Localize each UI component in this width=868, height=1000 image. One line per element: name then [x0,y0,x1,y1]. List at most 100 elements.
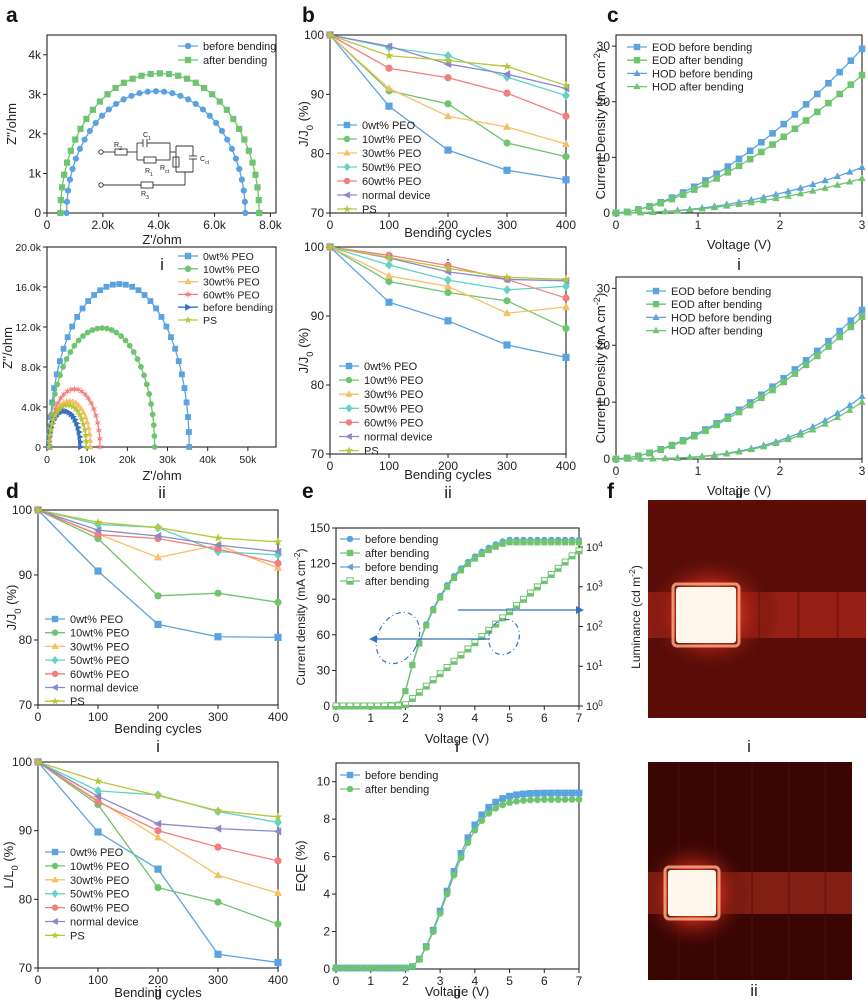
data-point [780,374,788,382]
legend-label: after bending [365,784,429,796]
data-point [747,445,755,453]
data-point [422,944,430,951]
legend-marker [51,904,59,911]
data-point [492,804,500,812]
data-point [60,390,68,399]
data-point [252,171,259,178]
data-point [77,125,84,132]
data-point [61,171,68,178]
data-point [149,411,156,418]
data-point [161,88,168,95]
legend-label: HOD after bending [671,326,763,338]
photo-ii-svg [648,762,852,980]
data-point [758,394,765,402]
x-tick-label: 100 [88,710,108,724]
data-point [534,539,541,546]
y-axis-label: J/J0 (%) [296,328,315,374]
data-point [858,398,866,405]
data-point-fill [402,704,409,708]
chart-e-ii: 0 1 2 3 4 5 6 7 0 2 4 6 8 10 Voltage (V) EQE (%) before … [293,762,583,999]
data-point [84,329,91,336]
x-tick-label: 4 [472,711,479,725]
data-point [813,352,821,360]
data-point [499,614,507,622]
legend-marker [345,390,353,397]
data-point [821,176,829,184]
legend-marker [51,670,59,677]
data-point [646,203,653,211]
x-tick-label: 0 [333,974,340,988]
series-line [48,283,190,448]
data-point [83,115,90,123]
data-point [112,100,120,108]
photo-device-ii [648,762,852,980]
data-point [325,242,335,251]
data-point [353,964,361,972]
data-point [214,589,222,597]
data-point [69,323,76,330]
data-point [84,394,92,403]
data-point [236,125,243,132]
sub-label: ii [735,483,743,502]
data-point [67,349,74,355]
data-point-fill [548,574,555,578]
y-tick-label: 20 [597,338,611,352]
y-tick-label: 8.0k [21,362,42,374]
legend-label: 30wt% PEO [364,389,424,401]
data-point [57,197,64,204]
data-point [103,283,110,290]
data-point [540,796,548,804]
y-axis-label: Current Density (mA cm-2) [592,49,608,200]
data-point [825,79,832,87]
data-point [649,454,657,462]
data-point-fill [569,555,576,559]
data-point [72,155,80,162]
data-point [72,416,79,423]
legend-label: 50wt% PEO [364,403,424,415]
data-point [144,88,151,95]
annotation-arrowhead [369,635,377,643]
data-point [784,187,792,195]
data-point [360,702,368,710]
legend-marker [343,177,351,185]
data-point-fill [346,706,353,709]
data-point [51,385,58,392]
data-point [846,401,854,409]
y-tick-label: 3k [28,87,42,101]
data-point [562,139,570,148]
data-point [772,439,780,447]
series-line [615,316,863,460]
data-point [437,594,444,601]
data-point [772,194,780,202]
data-point [81,425,89,433]
data-point [53,407,61,415]
data-point [274,563,282,571]
data-point [821,416,829,424]
data-point [168,334,174,341]
data-point [183,75,191,82]
x-tick-label: 7 [576,711,583,725]
legend-label: 0wt% PEO [364,361,418,373]
data-point [112,84,119,92]
legend-label: 10wt% PEO [362,134,422,146]
data-point [780,133,788,141]
x-tick-label: 1 [695,464,702,478]
legend-marker [652,301,660,308]
data-point [67,385,75,394]
x-tick-label: 7 [576,974,583,988]
y-tick-label: 12.0k [15,322,41,334]
legend-label: after bending [365,548,429,560]
legend-marker [346,577,354,585]
data-point [213,541,222,550]
data-point [134,356,141,362]
data-point [555,539,562,546]
data-point-fill [333,706,339,709]
y-tick-label: 70 [311,447,325,461]
data-point [154,865,162,873]
data-point [153,522,163,532]
x-tick-label: 3 [859,464,866,478]
y-tick-label: 2k [28,127,42,141]
data-point [833,413,842,421]
data-point [813,90,821,98]
